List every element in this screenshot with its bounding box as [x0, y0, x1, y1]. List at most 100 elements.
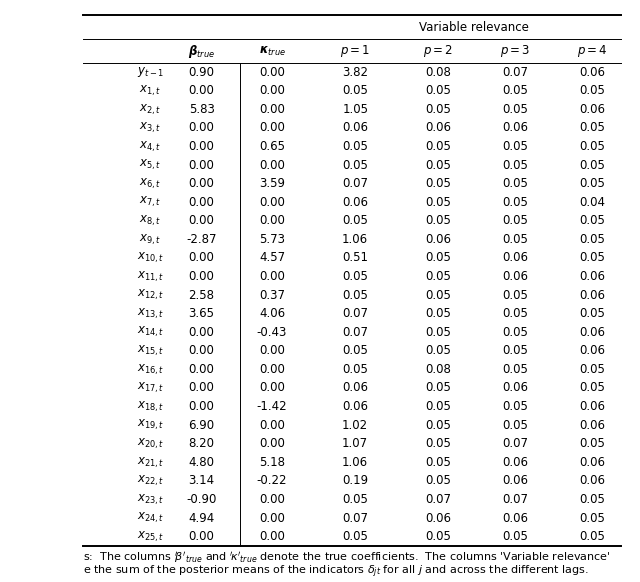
Text: -0.43: -0.43 [257, 326, 287, 339]
Text: 0.05: 0.05 [502, 345, 528, 357]
Text: $x_{5,t}$: $x_{5,t}$ [140, 158, 161, 172]
Text: $x_{21,t}$: $x_{21,t}$ [137, 455, 164, 470]
Text: $x_{10,t}$: $x_{10,t}$ [137, 251, 164, 265]
Text: 0.00: 0.00 [259, 84, 285, 97]
Text: 0.00: 0.00 [189, 251, 214, 264]
Text: 0.05: 0.05 [342, 158, 368, 172]
Text: 0.00: 0.00 [189, 158, 214, 172]
Text: 0.05: 0.05 [502, 363, 528, 376]
Text: 0.05: 0.05 [502, 140, 528, 153]
Text: 0.00: 0.00 [259, 103, 285, 116]
Text: 0.05: 0.05 [502, 289, 528, 301]
Text: 0.08: 0.08 [426, 66, 451, 79]
Text: 0.00: 0.00 [189, 381, 214, 395]
Text: 0.00: 0.00 [259, 122, 285, 134]
Text: $x_{23,t}$: $x_{23,t}$ [137, 492, 164, 507]
Text: 0.90: 0.90 [189, 66, 214, 79]
Text: $x_{24,t}$: $x_{24,t}$ [137, 511, 164, 525]
Text: 0.00: 0.00 [189, 345, 214, 357]
Text: 0.06: 0.06 [502, 456, 528, 469]
Text: 0.05: 0.05 [579, 122, 605, 134]
Text: $x_{12,t}$: $x_{12,t}$ [137, 288, 164, 302]
Text: -0.22: -0.22 [257, 474, 287, 487]
Text: 0.05: 0.05 [502, 530, 528, 543]
Text: 0.06: 0.06 [579, 289, 605, 301]
Text: 4.94: 4.94 [188, 512, 215, 524]
Text: 0.51: 0.51 [342, 251, 368, 264]
Text: 0.00: 0.00 [189, 400, 214, 413]
Text: 0.05: 0.05 [502, 326, 528, 339]
Text: 0.06: 0.06 [579, 66, 605, 79]
Text: $p=2$: $p=2$ [423, 43, 454, 59]
Text: 0.05: 0.05 [426, 214, 451, 228]
Text: 0.07: 0.07 [342, 177, 368, 190]
Text: 0.05: 0.05 [579, 493, 605, 506]
Text: 0.05: 0.05 [426, 418, 451, 432]
Text: 0.05: 0.05 [426, 196, 451, 209]
Text: 3.65: 3.65 [189, 307, 214, 320]
Text: $x_{4,t}$: $x_{4,t}$ [140, 139, 161, 154]
Text: 0.05: 0.05 [342, 140, 368, 153]
Text: 0.00: 0.00 [189, 270, 214, 283]
Text: $p=4$: $p=4$ [577, 43, 607, 59]
Text: 0.05: 0.05 [579, 307, 605, 320]
Text: 0.06: 0.06 [579, 456, 605, 469]
Text: 0.05: 0.05 [579, 140, 605, 153]
Text: 0.00: 0.00 [259, 437, 285, 450]
Text: 2.58: 2.58 [189, 289, 214, 301]
Text: 6.90: 6.90 [189, 418, 214, 432]
Text: 0.00: 0.00 [259, 158, 285, 172]
Text: 0.06: 0.06 [579, 345, 605, 357]
Text: $x_{15,t}$: $x_{15,t}$ [137, 343, 164, 358]
Text: 0.05: 0.05 [342, 214, 368, 228]
Text: 0.07: 0.07 [426, 493, 451, 506]
Text: 0.07: 0.07 [342, 512, 368, 524]
Text: 0.06: 0.06 [579, 326, 605, 339]
Text: 0.05: 0.05 [502, 307, 528, 320]
Text: 0.05: 0.05 [426, 307, 451, 320]
Text: 0.05: 0.05 [342, 530, 368, 543]
Text: 0.05: 0.05 [426, 177, 451, 190]
Text: 0.05: 0.05 [502, 214, 528, 228]
Text: 0.05: 0.05 [579, 363, 605, 376]
Text: $x_{2,t}$: $x_{2,t}$ [140, 102, 161, 116]
Text: 0.05: 0.05 [502, 418, 528, 432]
Text: 0.05: 0.05 [502, 177, 528, 190]
Text: $x_{25,t}$: $x_{25,t}$ [137, 530, 164, 544]
Text: $x_{18,t}$: $x_{18,t}$ [137, 399, 164, 414]
Text: Variable relevance: Variable relevance [419, 21, 529, 34]
Text: $x_{9,t}$: $x_{9,t}$ [140, 232, 161, 247]
Text: 0.05: 0.05 [426, 289, 451, 301]
Text: 1.06: 1.06 [342, 233, 368, 246]
Text: 0.06: 0.06 [426, 233, 451, 246]
Text: 0.00: 0.00 [259, 66, 285, 79]
Text: 0.07: 0.07 [502, 493, 528, 506]
Text: 0.05: 0.05 [426, 270, 451, 283]
Text: 0.00: 0.00 [259, 493, 285, 506]
Text: 0.05: 0.05 [342, 363, 368, 376]
Text: 0.05: 0.05 [579, 233, 605, 246]
Text: 4.06: 4.06 [259, 307, 285, 320]
Text: 5.73: 5.73 [259, 233, 285, 246]
Text: 0.00: 0.00 [259, 530, 285, 543]
Text: $x_{17,t}$: $x_{17,t}$ [137, 381, 164, 395]
Text: 0.05: 0.05 [426, 326, 451, 339]
Text: 0.06: 0.06 [502, 251, 528, 264]
Text: 3.59: 3.59 [259, 177, 285, 190]
Text: e the sum of the posterior means of the indicators $\delta_{jt}$ for all $j$ and: e the sum of the posterior means of the … [83, 563, 589, 580]
Text: 0.07: 0.07 [342, 307, 368, 320]
Text: 0.05: 0.05 [342, 270, 368, 283]
Text: 0.05: 0.05 [579, 158, 605, 172]
Text: 0.05: 0.05 [426, 103, 451, 116]
Text: 0.05: 0.05 [502, 233, 528, 246]
Text: 0.05: 0.05 [579, 530, 605, 543]
Text: 1.07: 1.07 [342, 437, 368, 450]
Text: 0.06: 0.06 [342, 400, 368, 413]
Text: 4.80: 4.80 [189, 456, 214, 469]
Text: $x_{19,t}$: $x_{19,t}$ [137, 418, 164, 432]
Text: 0.00: 0.00 [189, 84, 214, 97]
Text: 0.00: 0.00 [259, 345, 285, 357]
Text: 0.00: 0.00 [189, 196, 214, 209]
Text: 0.06: 0.06 [342, 381, 368, 395]
Text: 0.06: 0.06 [502, 122, 528, 134]
